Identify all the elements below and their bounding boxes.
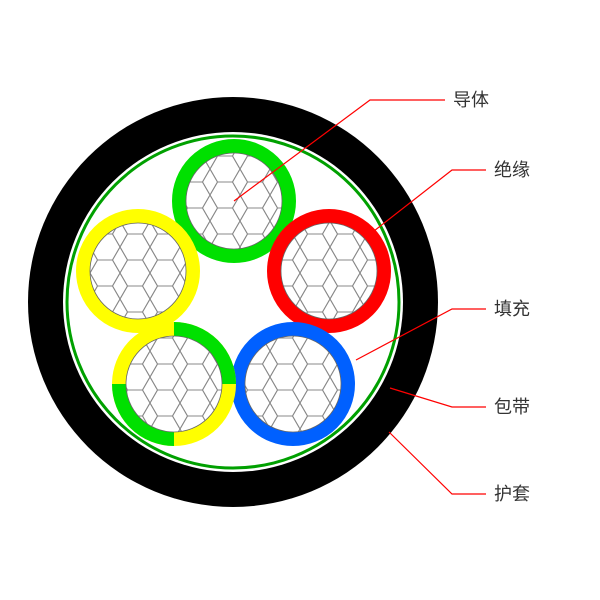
label-insulation: 绝缘 (494, 160, 530, 180)
label-conductor: 导体 (453, 90, 489, 110)
label-filler: 填充 (494, 299, 530, 319)
label-tape: 包带 (494, 397, 530, 417)
labels: 导体 绝缘 填充 包带 护套 (453, 90, 530, 504)
label-jacket: 护套 (494, 484, 530, 504)
cable-cross-section-diagram: 导体 绝缘 填充 包带 护套 (0, 0, 600, 600)
